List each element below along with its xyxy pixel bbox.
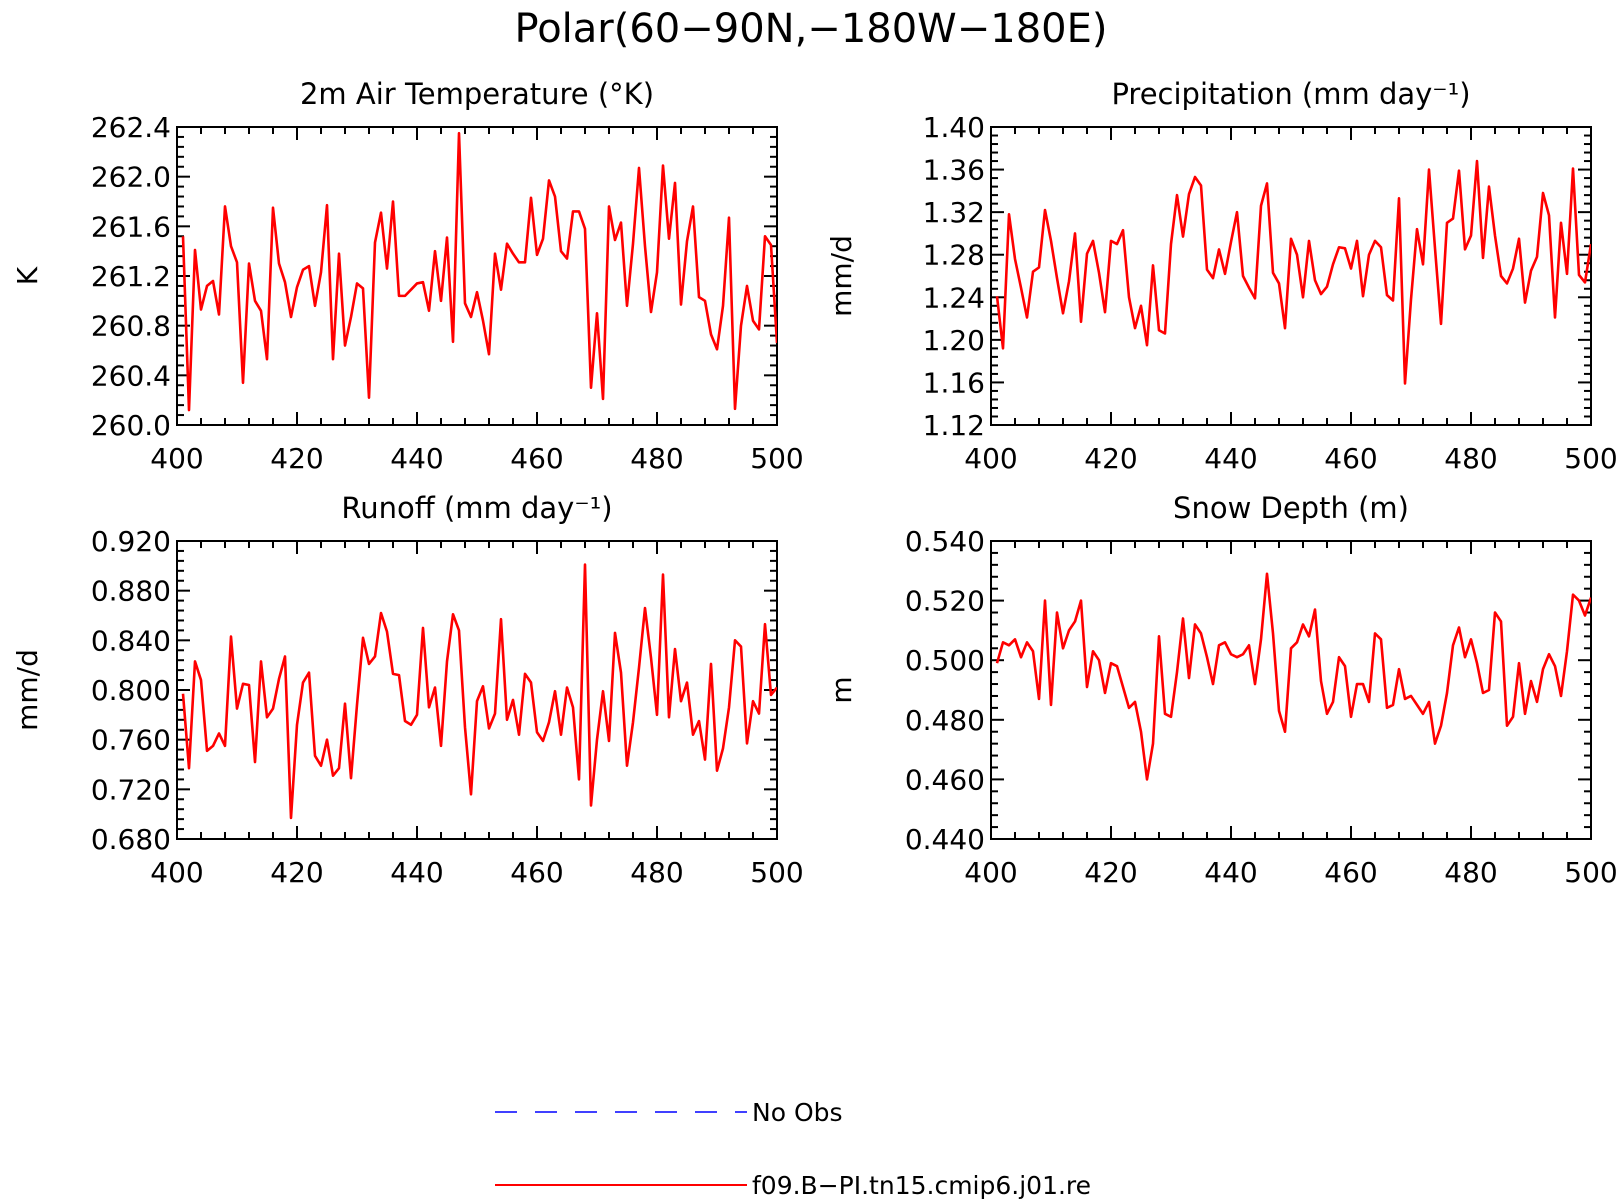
panel-title-air-temperature: 2m Air Temperature (°K) [300,77,654,111]
x-tick-label-air-temperature: 440 [390,442,443,475]
x-tick-label-runoff: 460 [510,856,563,889]
y-tick-label-snow-depth: 0.520 [905,585,985,618]
y-tick-label-snow-depth: 0.540 [905,525,985,558]
y-tick-label-runoff: 0.680 [91,823,171,856]
x-tick-label-snow-depth: 420 [1084,856,1137,889]
y-tick-label-precipitation: 1.28 [923,239,985,272]
x-tick-label-runoff: 420 [270,856,323,889]
y-tick-label-runoff: 0.760 [91,724,171,757]
x-tick-label-runoff: 480 [630,856,683,889]
x-tick-label-runoff: 500 [750,856,803,889]
y-axis-label-precipitation: mm/d [825,235,858,317]
y-tick-label-snow-depth: 0.480 [905,704,985,737]
series-line-runoff [181,563,777,820]
x-tick-label-precipitation: 400 [964,442,1017,475]
y-tick-label-air-temperature: 260.0 [91,409,171,442]
figure-title: Polar(60−90N,−180W−180E) [515,6,1108,52]
y-tick-label-runoff: 0.880 [91,575,171,608]
y-tick-label-precipitation: 1.12 [923,409,985,442]
panel-snow-depth: Snow Depth (m) m 400 420 440 460 480 500 0.440 0.… [825,491,1618,889]
y-tick-label-air-temperature: 260.4 [91,359,171,392]
panel-title-snow-depth: Snow Depth (m) [1173,491,1409,525]
y-tick-label-snow-depth: 0.500 [905,644,985,677]
x-tick-label-snow-depth: 400 [964,856,1017,889]
y-tick-label-air-temperature: 261.2 [91,260,171,293]
x-tick-label-precipitation: 460 [1324,442,1377,475]
x-tick-label-air-temperature: 420 [270,442,323,475]
series-line-precipitation [995,159,1591,385]
series-line-snow-depth [995,572,1591,781]
panels: 2m Air Temperature (°K) K 400 420 440 460 480 5… [11,77,1618,889]
y-tick-label-precipitation: 1.16 [923,366,985,399]
y-tick-label-air-temperature: 261.6 [91,210,171,243]
y-tick-label-precipitation: 1.24 [923,281,985,314]
x-tick-label-air-temperature: 480 [630,442,683,475]
y-axis-label-snow-depth: m [825,676,858,703]
panel-precipitation: Precipitation (mm day⁻¹) mm/d 400 420 440 460… [825,77,1618,475]
legend-model-label: f09.B−PI.tn15.cmip6.j01.re [752,1171,1091,1200]
x-tick-label-precipitation: 420 [1084,442,1137,475]
x-tick-label-precipitation: 440 [1204,442,1257,475]
y-tick-label-snow-depth: 0.440 [905,823,985,856]
y-tick-label-runoff: 0.800 [91,674,171,707]
y-tick-label-air-temperature: 262.4 [91,111,171,144]
y-tick-label-air-temperature: 262.0 [91,161,171,194]
panel-air-temperature: 2m Air Temperature (°K) K 400 420 440 460 480 5… [11,77,804,475]
y-tick-label-precipitation: 1.20 [923,324,985,357]
legend: No Obs f09.B−PI.tn15.cmip6.j01.re [495,1098,1091,1200]
panel-runoff: Runoff (mm day⁻¹) mm/d 400 420 440 460 480 500 0… [11,491,804,889]
x-tick-label-precipitation: 480 [1444,442,1497,475]
y-tick-label-snow-depth: 0.460 [905,763,985,796]
x-tick-label-air-temperature: 400 [150,442,203,475]
y-tick-label-precipitation: 1.40 [923,111,985,144]
x-tick-label-air-temperature: 460 [510,442,563,475]
x-tick-label-runoff: 400 [150,856,203,889]
legend-obs-label: No Obs [752,1098,843,1127]
y-tick-label-precipitation: 1.36 [923,154,985,187]
y-tick-label-air-temperature: 260.8 [91,310,171,343]
y-tick-label-runoff: 0.840 [91,624,171,657]
x-tick-label-snow-depth: 500 [1564,856,1617,889]
plot-frame-precipitation [990,126,1592,426]
x-tick-label-precipitation: 500 [1564,442,1617,475]
x-tick-label-air-temperature: 500 [750,442,803,475]
panel-title-precipitation: Precipitation (mm day⁻¹) [1111,77,1470,111]
plot-frame-snow-depth [990,540,1592,840]
y-tick-label-runoff: 0.920 [91,525,171,558]
panel-title-runoff: Runoff (mm day⁻¹) [341,491,612,525]
x-tick-label-snow-depth: 460 [1324,856,1377,889]
x-tick-label-snow-depth: 440 [1204,856,1257,889]
x-tick-label-snow-depth: 480 [1444,856,1497,889]
x-tick-label-runoff: 440 [390,856,443,889]
series-line-air-temperature [181,131,777,412]
y-axis-label-runoff: mm/d [11,649,44,731]
y-tick-label-runoff: 0.720 [91,773,171,806]
y-tick-label-precipitation: 1.32 [923,196,985,229]
y-axis-label-air-temperature: K [11,266,44,285]
